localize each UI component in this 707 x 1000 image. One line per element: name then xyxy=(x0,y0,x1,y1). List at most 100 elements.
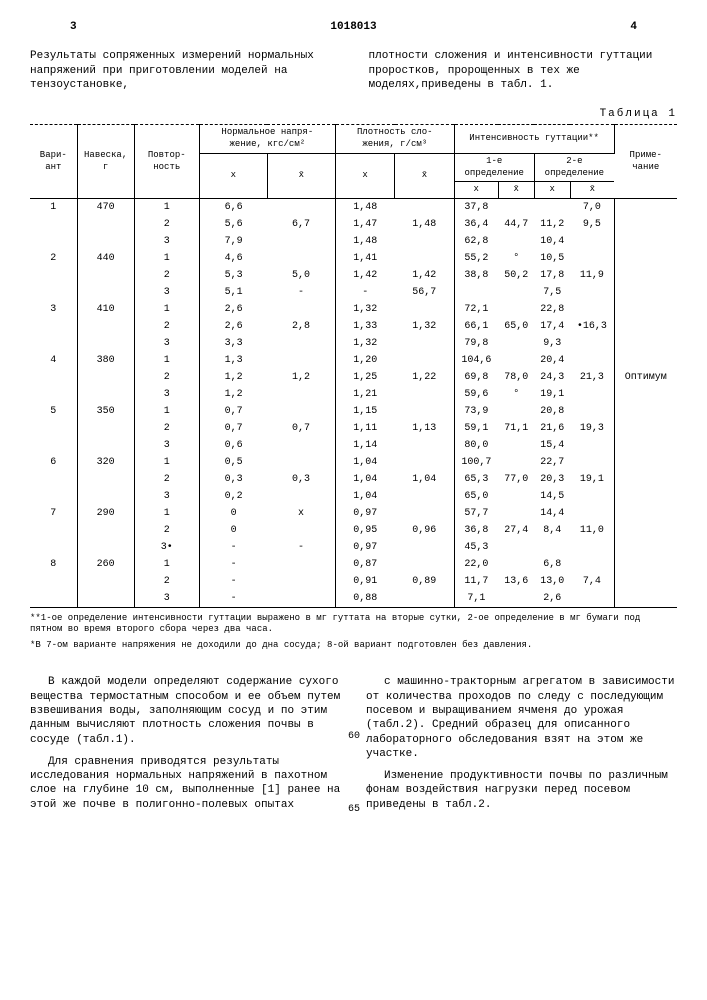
cell-n: 410 xyxy=(77,301,134,318)
cell-i1x: 59,6 xyxy=(454,386,498,403)
cell-i1r xyxy=(498,352,534,369)
cell-n xyxy=(77,216,134,233)
cell-p: 3 xyxy=(134,233,199,250)
cell-i1r xyxy=(498,437,534,454)
cell-note xyxy=(614,284,677,301)
table-row: 244014,61,4155,2°10,5 xyxy=(30,250,677,267)
cell-np_r: 0,7 xyxy=(267,420,335,437)
hdr-plotnost: Плотность сло- жения, г/см³ xyxy=(335,125,454,153)
cell-np_x: 0 xyxy=(199,505,267,522)
cell-v xyxy=(30,233,77,250)
cell-pl_r xyxy=(395,556,454,573)
cell-pl_x: 0,97 xyxy=(335,505,394,522)
cell-n xyxy=(77,522,134,539)
bottom-col2-p2: Изменение продуктивности почвы по различ… xyxy=(366,769,677,812)
cell-note: Оптимум xyxy=(614,369,677,386)
cell-np_x: 0,7 xyxy=(199,403,267,420)
cell-np_x: 5,3 xyxy=(199,267,267,284)
cell-i2x: 20,3 xyxy=(534,471,570,488)
cell-i1x: 37,8 xyxy=(454,198,498,216)
hdr-int-2: 2-е определение xyxy=(534,153,614,181)
cell-i2r: 7,4 xyxy=(570,573,614,590)
cell-i1r xyxy=(498,335,534,352)
cell-i1x: 80,0 xyxy=(454,437,498,454)
cell-np_r: 5,0 xyxy=(267,267,335,284)
table-row: 20,70,71,111,1359,171,121,619,3 xyxy=(30,420,677,437)
cell-p: 2 xyxy=(134,369,199,386)
cell-np_x: 0,5 xyxy=(199,454,267,471)
cell-i1r xyxy=(498,284,534,301)
cell-v xyxy=(30,369,77,386)
cell-v xyxy=(30,318,77,335)
cell-i2r: 11,0 xyxy=(570,522,614,539)
cell-i2r xyxy=(570,301,614,318)
cell-n: 470 xyxy=(77,198,134,216)
table-row: 35,1--56,77,5 xyxy=(30,284,677,301)
cell-v xyxy=(30,420,77,437)
cell-note xyxy=(614,471,677,488)
cell-i2x: 15,4 xyxy=(534,437,570,454)
table-row: 632010,51,04100,722,7 xyxy=(30,454,677,471)
cell-p: 2 xyxy=(134,420,199,437)
line-num-65: 65 xyxy=(348,803,360,816)
cell-i2x: 17,8 xyxy=(534,267,570,284)
cell-pl_r xyxy=(395,539,454,556)
cell-np_x: - xyxy=(199,556,267,573)
hdr-i2r: x̄ xyxy=(570,182,614,199)
cell-i2x: 2,6 xyxy=(534,590,570,608)
cell-v xyxy=(30,539,77,556)
cell-i2r: 9,5 xyxy=(570,216,614,233)
hdr-naveska: Навеска, г xyxy=(77,125,134,198)
cell-pl_x: 0,87 xyxy=(335,556,394,573)
footnote-1: **1-ое определение интенсивности гуттаци… xyxy=(30,613,677,635)
cell-note xyxy=(614,198,677,216)
cell-i1x: 65,0 xyxy=(454,488,498,505)
cell-np_r xyxy=(267,556,335,573)
table-row: 30,61,1480,015,4 xyxy=(30,437,677,454)
cell-i1r: 44,7 xyxy=(498,216,534,233)
cell-i2x: 10,4 xyxy=(534,233,570,250)
cell-pl_x: 0,91 xyxy=(335,573,394,590)
cell-np_x: 1,2 xyxy=(199,386,267,403)
cell-n xyxy=(77,284,134,301)
cell-np_r: 1,2 xyxy=(267,369,335,386)
cell-v xyxy=(30,335,77,352)
cell-i1r xyxy=(498,233,534,250)
intro-text-left: Результаты сопряженных измерений нормаль… xyxy=(30,49,339,92)
cell-i1x: 79,8 xyxy=(454,335,498,352)
cell-i1r xyxy=(498,301,534,318)
cell-np_r xyxy=(267,335,335,352)
cell-n xyxy=(77,471,134,488)
cell-i2r xyxy=(570,539,614,556)
cell-v xyxy=(30,573,77,590)
cell-i1r: ° xyxy=(498,250,534,267)
cell-i1x: 7,1 xyxy=(454,590,498,608)
cell-i2x: 7,5 xyxy=(534,284,570,301)
cell-np_r xyxy=(267,352,335,369)
cell-n: 290 xyxy=(77,505,134,522)
cell-i1r: 27,4 xyxy=(498,522,534,539)
cell-i2r: 7,0 xyxy=(570,198,614,216)
cell-n xyxy=(77,437,134,454)
hdr-i2x: x xyxy=(534,182,570,199)
cell-pl_x: 1,20 xyxy=(335,352,394,369)
hdr-variant: Вари- ант xyxy=(30,125,77,198)
cell-i1r: 77,0 xyxy=(498,471,534,488)
cell-n xyxy=(77,573,134,590)
hdr-np-x: x xyxy=(199,153,267,198)
cell-i1r xyxy=(498,403,534,420)
cell-note xyxy=(614,233,677,250)
cell-note xyxy=(614,505,677,522)
hdr-int-1: 1-е определение xyxy=(454,153,534,181)
table-row: 3•--0,9745,3 xyxy=(30,539,677,556)
cell-n xyxy=(77,590,134,608)
cell-np_x: 2,6 xyxy=(199,301,267,318)
cell-np_x: 0,3 xyxy=(199,471,267,488)
cell-p: 1 xyxy=(134,403,199,420)
hdr-normalnoe: Нормальное напря- жение, кгс/см² xyxy=(199,125,335,153)
cell-i1r: 78,0 xyxy=(498,369,534,386)
cell-v xyxy=(30,216,77,233)
cell-np_r xyxy=(267,250,335,267)
cell-p: 1 xyxy=(134,198,199,216)
cell-np_x: - xyxy=(199,539,267,556)
